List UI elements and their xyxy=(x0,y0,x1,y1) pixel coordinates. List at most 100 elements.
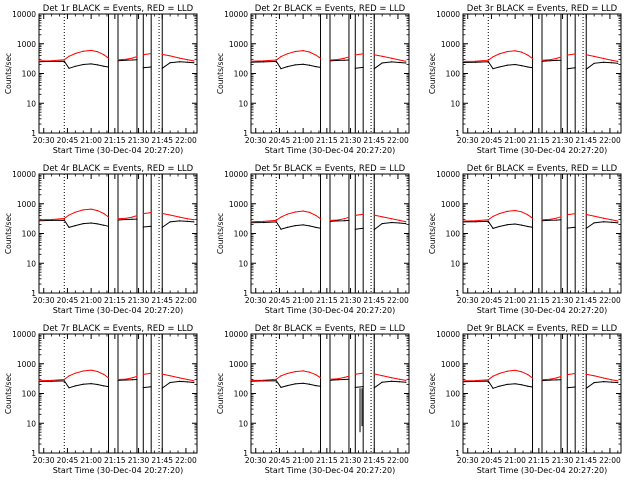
lld-data-point xyxy=(603,57,605,60)
lld-data-point xyxy=(131,216,133,218)
lld-series-line xyxy=(374,54,406,62)
y-tick-label: 100 xyxy=(22,230,37,239)
lld-series-line xyxy=(117,56,138,61)
y-tick-label: 1 xyxy=(243,129,248,138)
events-data-point xyxy=(90,63,92,65)
events-data-point xyxy=(280,68,282,70)
events-data-point xyxy=(549,379,551,381)
events-series-line xyxy=(117,218,138,221)
x-tick-label: 21:00 xyxy=(80,456,102,465)
lld-data-point xyxy=(574,372,576,375)
x-tick-label: 21:45 xyxy=(363,296,385,305)
lld-data-point xyxy=(275,378,277,380)
events-data-point xyxy=(193,381,195,384)
lld-data-point xyxy=(263,60,265,62)
lld-data-point xyxy=(593,55,595,58)
panel-title: Det 6r BLACK = Events, RED = LLD xyxy=(467,164,618,174)
panel-det-4: Det 4r BLACK = Events, RED = LLD 1 10 100 10… xyxy=(4,164,198,315)
x-tick-label: 21:30 xyxy=(552,296,574,305)
y-tick-label: 1000 xyxy=(441,40,460,49)
events-series-line xyxy=(541,379,562,382)
y-tick-label: 10000 xyxy=(436,10,460,19)
events-data-point xyxy=(555,59,557,62)
events-data-point xyxy=(103,224,105,226)
x-tick-label: 22:00 xyxy=(175,456,197,465)
events-data-point xyxy=(492,68,494,70)
events-series-line xyxy=(373,61,406,70)
lld-data-point xyxy=(555,217,557,219)
events-data-point xyxy=(520,65,523,67)
lld-data-point xyxy=(498,372,500,375)
events-series-line xyxy=(143,66,152,69)
x-tick-label: 21:30 xyxy=(340,456,362,465)
events-data-point xyxy=(117,60,119,62)
events-data-point xyxy=(136,218,138,220)
lld-data-point xyxy=(549,218,551,220)
x-axis-label: Start Time (30-Dec-04 20:27:20) xyxy=(265,466,396,475)
lld-data-point xyxy=(193,380,195,382)
events-data-point xyxy=(506,64,508,66)
lld-data-point xyxy=(560,56,562,58)
y-axis-label: Counts/sec xyxy=(216,213,225,254)
lld-data-point xyxy=(354,373,356,375)
y-tick-label: 10 xyxy=(26,419,36,428)
events-series-line xyxy=(373,380,406,389)
lld-data-point xyxy=(329,219,331,221)
events-data-point xyxy=(498,66,500,68)
panel-title: Det 5r BLACK = Events, RED = LLD xyxy=(255,164,406,174)
events-data-point xyxy=(381,62,383,64)
events-data-point xyxy=(107,225,110,227)
events-data-point xyxy=(514,223,516,225)
lld-data-point xyxy=(566,54,568,56)
lld-data-point xyxy=(405,60,407,62)
events-data-point xyxy=(560,59,562,61)
events-data-point xyxy=(531,226,534,228)
events-data-point xyxy=(475,61,477,63)
lld-series-line xyxy=(117,215,138,220)
lld-data-point xyxy=(574,53,576,55)
events-data-point xyxy=(302,224,304,226)
lld-data-point xyxy=(348,216,350,218)
panel-det-7: Det 7r BLACK = Events, RED = LLD 1 10 100 10… xyxy=(4,324,198,475)
events-series-line xyxy=(38,60,109,69)
events-series-line xyxy=(329,219,350,222)
y-tick-label: 1 xyxy=(31,129,36,138)
lld-data-point xyxy=(103,54,105,56)
events-data-point xyxy=(315,66,317,68)
x-tick-label: 22:00 xyxy=(387,296,409,305)
x-tick-label: 21:15 xyxy=(528,456,550,465)
y-axis-label: Counts/sec xyxy=(216,53,225,94)
lld-series-line xyxy=(38,208,109,221)
lld-series-line xyxy=(250,50,321,62)
events-data-point xyxy=(487,380,489,382)
y-tick-label: 100 xyxy=(234,70,249,79)
events-data-point xyxy=(531,67,534,69)
events-data-point xyxy=(354,386,356,388)
lld-data-point xyxy=(302,370,304,372)
lld-data-point xyxy=(354,54,356,56)
lld-data-point xyxy=(161,373,163,375)
lld-data-point xyxy=(603,217,605,219)
x-tick-label: 22:00 xyxy=(599,456,621,465)
lld-data-point xyxy=(329,59,331,61)
lld-series-line xyxy=(541,216,562,221)
lld-data-point xyxy=(186,59,189,61)
x-tick-label: 22:00 xyxy=(175,296,197,305)
lld-data-point xyxy=(531,217,534,219)
events-series-line xyxy=(541,219,562,222)
lld-data-point xyxy=(38,60,40,62)
y-tick-label: 1000 xyxy=(441,360,460,369)
lld-data-point xyxy=(319,57,322,59)
x-axis-label: Start Time (30-Dec-04 20:27:20) xyxy=(265,146,396,155)
lld-data-point xyxy=(514,50,516,52)
events-series-line xyxy=(585,61,618,70)
lld-data-point xyxy=(51,218,53,221)
lld-series-line xyxy=(162,373,194,382)
x-axis-label: Start Time (30-Dec-04 20:27:20) xyxy=(265,306,396,315)
lld-data-point xyxy=(179,57,181,59)
lld-data-point xyxy=(302,50,304,52)
lld-data-point xyxy=(475,380,477,382)
lld-series-line xyxy=(374,214,406,223)
x-tick-label: 21:00 xyxy=(292,296,314,305)
